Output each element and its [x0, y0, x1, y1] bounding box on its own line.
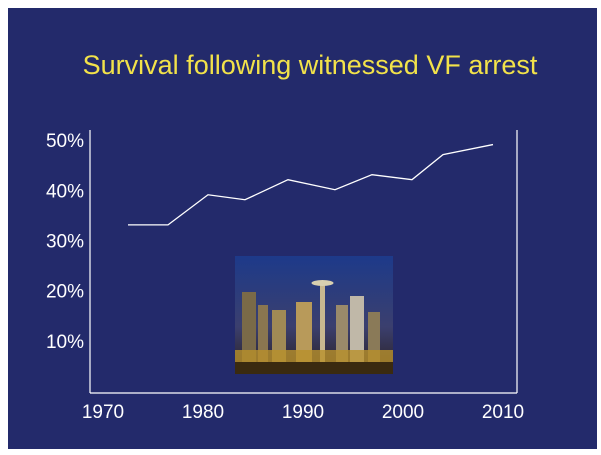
x-tick-label: 1970 — [82, 402, 124, 423]
x-tick-label: 2000 — [382, 402, 424, 423]
y-tick-label: 20% — [46, 282, 84, 303]
y-tick-label: 30% — [46, 231, 84, 252]
x-tick-label: 2010 — [482, 402, 524, 423]
chart-title: Survival following witnessed VF arrest — [83, 50, 538, 80]
y-tick-label: 40% — [46, 181, 84, 202]
y-tick-label: 10% — [46, 332, 84, 353]
y-tick-label: 50% — [46, 131, 84, 152]
skyline-photo — [235, 256, 393, 374]
slide: Survival following witnessed VF arrest 1… — [0, 0, 601, 455]
x-tick-label: 1980 — [182, 402, 224, 423]
x-tick-label: 1990 — [282, 402, 324, 423]
